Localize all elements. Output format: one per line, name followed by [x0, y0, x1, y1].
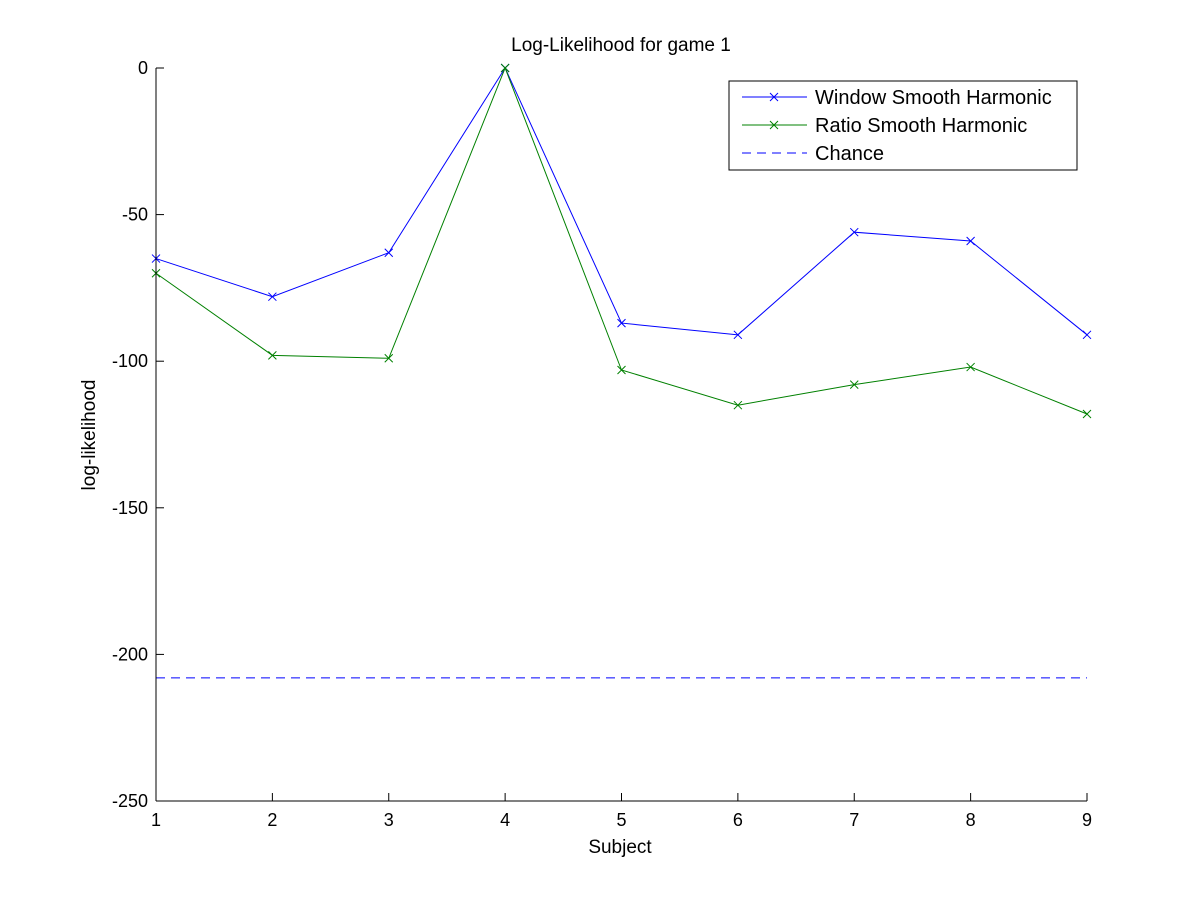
chart-title: Log-Likelihood for game 1 — [511, 35, 731, 56]
x-axis-label: Subject — [588, 837, 652, 858]
legend-marker-ratio — [769, 120, 779, 130]
x-tick-label: 6 — [733, 810, 743, 830]
legend-label-window: Window Smooth Harmonic — [815, 87, 1052, 109]
x-ticks: 1 2 3 4 5 6 7 8 9 — [151, 793, 1092, 830]
data-point-marker — [1082, 409, 1092, 419]
data-point-marker — [849, 380, 859, 390]
x-tick-label: 2 — [267, 810, 277, 830]
legend-label-ratio: Ratio Smooth Harmonic — [815, 115, 1027, 137]
data-point-marker — [966, 362, 975, 372]
data-point-marker — [384, 248, 394, 258]
legend-marker-window — [769, 92, 779, 102]
data-point-marker — [733, 330, 743, 340]
y-tick-label: -50 — [122, 205, 148, 225]
data-point-marker — [966, 236, 975, 246]
x-tick-label: 1 — [151, 810, 161, 830]
y-tick-label: -250 — [112, 791, 148, 811]
y-tick-label: -200 — [112, 644, 148, 664]
series-layer — [151, 63, 1092, 679]
data-point-marker — [617, 365, 626, 375]
y-axis-label: log-likelihood — [79, 380, 100, 491]
y-tick-label: -150 — [112, 498, 148, 518]
x-tick-label: 8 — [966, 810, 976, 830]
data-point-marker — [1082, 330, 1092, 340]
data-point-marker — [268, 350, 277, 360]
y-tick-label: -100 — [112, 351, 148, 371]
plot-area — [156, 68, 1087, 801]
x-tick-label: 9 — [1082, 810, 1092, 830]
y-tick-label: 0 — [138, 58, 148, 78]
data-point-marker — [268, 292, 277, 302]
data-point-marker — [733, 400, 743, 410]
data-point-marker — [617, 318, 626, 328]
x-tick-label: 4 — [500, 810, 510, 830]
legend-label-chance: Chance — [815, 143, 884, 165]
legend: Window Smooth Harmonic Ratio Smooth Harm… — [728, 80, 1078, 171]
data-point-marker — [384, 353, 394, 363]
x-tick-label: 7 — [849, 810, 859, 830]
data-point-marker — [849, 227, 859, 237]
data-point-marker — [500, 63, 510, 73]
x-tick-label: 5 — [616, 810, 626, 830]
x-tick-label: 3 — [384, 810, 394, 830]
y-ticks: 0 -50 -100 -150 -200 -250 — [112, 58, 164, 811]
